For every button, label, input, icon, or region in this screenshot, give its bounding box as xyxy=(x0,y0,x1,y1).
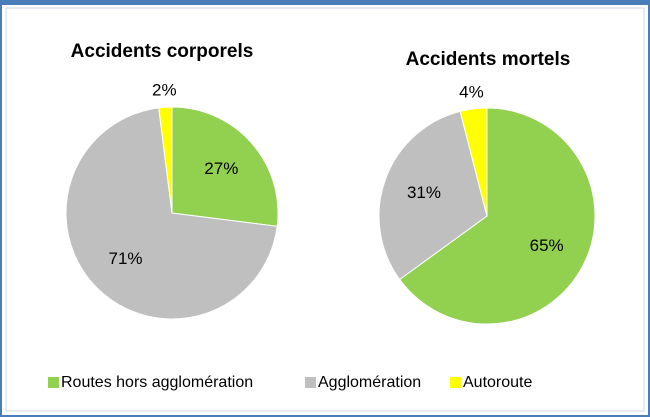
frame-top xyxy=(1,1,649,5)
legend-label: Agglomération xyxy=(318,374,421,391)
value-label: 4% xyxy=(459,82,484,101)
pie-slice xyxy=(378,110,488,281)
value-label: 27% xyxy=(204,159,238,178)
pie-slice xyxy=(459,107,488,217)
value-label: 2% xyxy=(152,81,177,100)
value-label: 31% xyxy=(407,183,441,202)
pie-slice xyxy=(65,107,278,320)
legend-swatch xyxy=(450,377,461,388)
pie-slice xyxy=(171,106,279,227)
pie-slice xyxy=(158,106,173,214)
legend-label: Routes hors agglomération xyxy=(61,374,253,391)
chart-title: Accidents mortels xyxy=(406,49,571,70)
inner-frame xyxy=(5,7,645,412)
legend-swatch xyxy=(48,377,59,388)
value-label: 71% xyxy=(109,249,143,268)
legend-swatch xyxy=(305,377,316,388)
chart-title: Accidents corporels xyxy=(71,41,254,62)
pie-slice xyxy=(398,107,596,325)
value-label: 65% xyxy=(530,236,564,255)
legend-label: Autoroute xyxy=(463,374,532,391)
